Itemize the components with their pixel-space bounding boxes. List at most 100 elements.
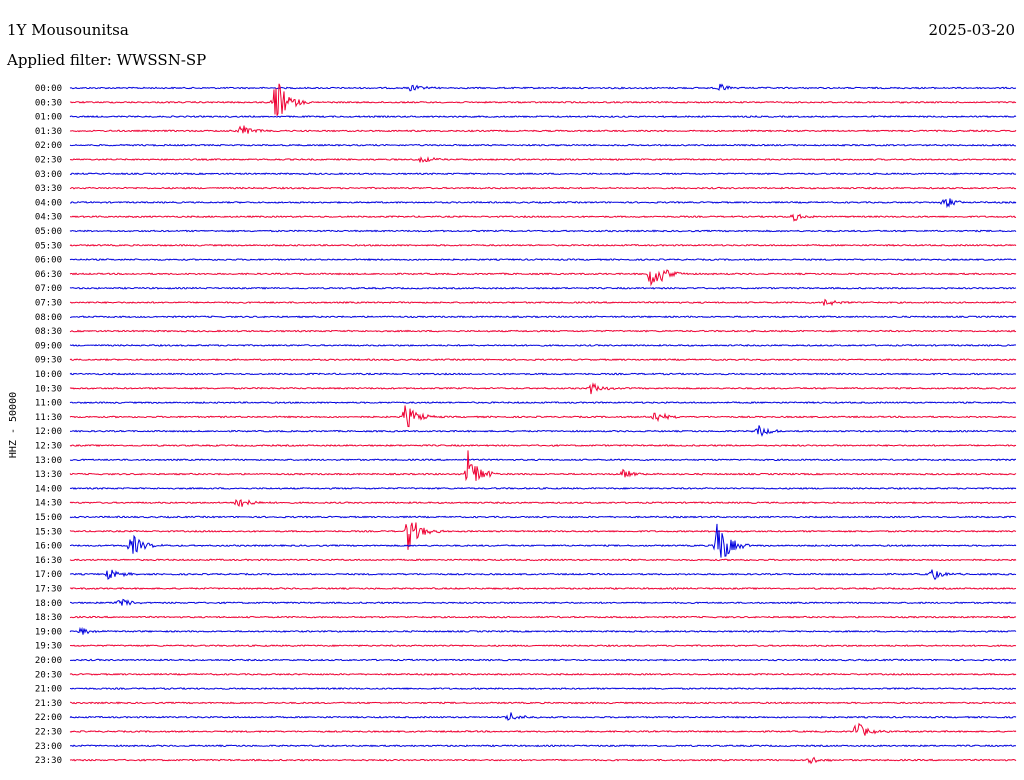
- row-label: 22:00: [35, 713, 62, 723]
- trace-1600: [69, 523, 1017, 558]
- row-label: 18:30: [35, 613, 62, 623]
- trace-1830: [69, 615, 1017, 619]
- trace-1630: [69, 558, 1017, 562]
- trace-0300: [69, 172, 1017, 176]
- row-label: 17:00: [35, 570, 62, 580]
- row-label: 08:30: [35, 327, 62, 337]
- trace-0630: [69, 269, 1017, 287]
- trace-0830: [69, 329, 1017, 333]
- trace-1100: [69, 401, 1017, 405]
- trace-1730: [69, 586, 1017, 591]
- trace-0800: [70, 315, 1017, 319]
- trace-1500: [69, 515, 1017, 519]
- y-axis-label: HHZ - 50000: [8, 392, 19, 458]
- row-label: 03:30: [35, 184, 62, 194]
- row-label: 13:30: [35, 470, 62, 480]
- row-label: 23:30: [35, 756, 62, 766]
- trace-0200: [69, 143, 1017, 147]
- row-label: 13:00: [35, 456, 62, 466]
- trace-0700: [69, 286, 1017, 290]
- trace-0100: [69, 115, 1017, 119]
- row-label: 07:00: [35, 284, 62, 294]
- trace-0930: [69, 358, 1017, 362]
- trace-2330: [69, 756, 1017, 765]
- row-label: 14:00: [35, 484, 62, 494]
- trace-0030: [69, 83, 1017, 116]
- row-label: 15:30: [35, 527, 62, 537]
- row-label: 06:00: [35, 256, 62, 266]
- row-label: 18:00: [35, 599, 62, 609]
- trace-1030: [69, 382, 1017, 395]
- trace-1430: [69, 498, 1017, 507]
- trace-0500: [69, 229, 1017, 233]
- row-label: 05:30: [35, 241, 62, 251]
- row-label: 12:30: [35, 442, 62, 452]
- row-label: 22:30: [35, 728, 62, 738]
- row-label: 20:30: [35, 670, 62, 680]
- trace-0730: [69, 298, 1017, 307]
- row-label: 20:00: [35, 656, 62, 666]
- trace-1800: [70, 598, 1017, 607]
- row-label: 10:00: [35, 370, 62, 380]
- station-title: 1Y Mousounitsa: [7, 21, 129, 39]
- trace-0530: [69, 243, 1017, 247]
- trace-1130: [69, 405, 1017, 428]
- row-label: 01:30: [35, 127, 62, 137]
- trace-1200: [69, 425, 1017, 437]
- row-label: 21:00: [35, 685, 62, 695]
- row-label: 15:00: [35, 513, 62, 523]
- row-label: 02:00: [35, 141, 62, 151]
- row-label: 23:00: [35, 742, 62, 752]
- row-label-group: 00:00 00:30 01:00 01:30 02:00 02:30 03:00 03:30…: [35, 84, 62, 766]
- row-label: 21:30: [35, 699, 62, 709]
- row-label: 06:30: [35, 270, 62, 280]
- trace-0130: [69, 125, 1017, 134]
- row-label: 19:30: [35, 642, 62, 652]
- trace-1900: [69, 626, 1017, 635]
- trace-1930: [69, 644, 1017, 648]
- trace-0900: [69, 343, 1017, 347]
- row-label: 12:00: [35, 427, 62, 437]
- row-label: 04:30: [35, 213, 62, 223]
- trace-2030: [69, 672, 1017, 676]
- trace-2300: [69, 744, 1016, 748]
- trace-2230: [69, 722, 1017, 736]
- trace-1530: [69, 522, 1017, 550]
- trace-1330: [69, 450, 1017, 482]
- trace-2200: [69, 712, 1017, 721]
- trace-1000: [69, 372, 1016, 376]
- trace-0400: [70, 198, 1017, 209]
- trace-group: [69, 83, 1017, 765]
- trace-0330: [69, 186, 1017, 190]
- row-label: 10:30: [35, 384, 62, 394]
- trace-2100: [69, 687, 1017, 691]
- row-label: 03:00: [35, 170, 62, 180]
- date-label: 2025-03-20: [928, 21, 1015, 39]
- trace-1400: [69, 486, 1017, 490]
- row-label: 19:00: [35, 627, 62, 637]
- row-label: 00:30: [35, 98, 62, 108]
- trace-2130: [69, 701, 1016, 705]
- row-label: 00:00: [35, 84, 62, 94]
- trace-0430: [70, 213, 1017, 222]
- row-label: 05:00: [35, 227, 62, 237]
- row-label: 09:00: [35, 341, 62, 351]
- row-label: 16:00: [35, 542, 62, 552]
- row-label: 01:00: [35, 113, 62, 123]
- row-label: 16:30: [35, 556, 62, 566]
- filter-label: Applied filter: WWSSN-SP: [7, 51, 207, 69]
- row-label: 17:30: [35, 585, 62, 595]
- row-label: 02:30: [35, 156, 62, 166]
- trace-1700: [69, 569, 1017, 581]
- trace-1230: [69, 444, 1017, 448]
- row-label: 08:00: [35, 313, 62, 323]
- trace-0600: [69, 258, 1017, 262]
- trace-0230: [69, 156, 1016, 163]
- row-label: 07:30: [35, 299, 62, 309]
- trace-2000: [70, 658, 1017, 662]
- trace-0000: [69, 83, 1017, 92]
- row-label: 09:30: [35, 356, 62, 366]
- row-label: 14:30: [35, 499, 62, 509]
- row-label: 11:30: [35, 413, 62, 423]
